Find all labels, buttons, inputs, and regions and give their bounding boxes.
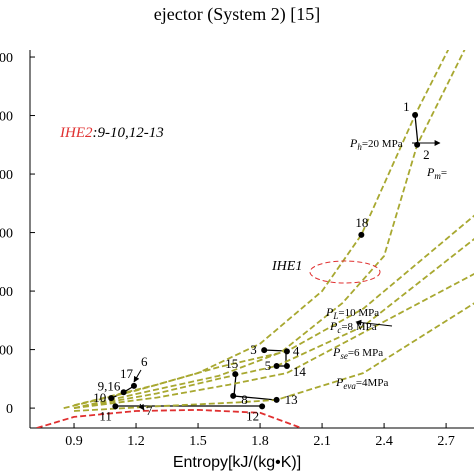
x-axis-label: Entropy[kJ/(kg•K)] (173, 454, 301, 471)
point-label: 14 (293, 364, 307, 379)
chart-title: ejector (System 2) [15] (154, 4, 320, 25)
y-tick-label: 200 (0, 285, 13, 300)
label-rest: =6 MPa (348, 347, 383, 359)
y-tick-label: 300 (0, 227, 13, 242)
state-point (232, 371, 239, 378)
label-p: P (332, 345, 341, 359)
point-label: 4 (293, 343, 300, 358)
isobar (73, 273, 474, 409)
state-point (273, 396, 280, 403)
label-p: P (329, 319, 338, 333)
x-tick-label: 2.1 (313, 434, 331, 449)
y-tick-label: 600 (0, 51, 13, 66)
y-tick-label: 400 (0, 168, 13, 183)
ihe2-note: IHE2:9-10,12-13 (59, 125, 164, 141)
state-point (120, 389, 127, 396)
y-tick-label: 0 (6, 402, 13, 417)
state-point (358, 231, 365, 238)
state-point (283, 348, 290, 355)
state-point (130, 382, 137, 389)
point-label: 2 (423, 147, 430, 162)
label-sub: se (340, 351, 348, 361)
label-sub: h (357, 142, 362, 152)
point-label: 12 (246, 408, 259, 423)
point-label: 13 (285, 392, 298, 407)
point-label: 3 (250, 342, 257, 357)
label-p: P (335, 375, 344, 389)
label-sub: eva (343, 381, 356, 391)
ihe2-text: :9-10,12-13 (93, 125, 164, 141)
isobar (73, 238, 474, 409)
state-point (261, 347, 268, 354)
label-p: P (325, 305, 334, 319)
isobar (36, 408, 302, 428)
arrow (355, 319, 393, 327)
point-label: 11 (99, 408, 112, 423)
x-tick-label: 0.9 (65, 434, 83, 449)
label-rest: =10 MPa (338, 307, 379, 319)
ihe2-name: IHE2 (59, 125, 93, 141)
point-label: 15 (225, 356, 238, 371)
label-rest: =8 MPa (341, 321, 376, 333)
point-label: 7 (146, 403, 153, 418)
label-sub: c (337, 325, 341, 335)
point-label: 18 (355, 215, 368, 230)
arrow (133, 369, 142, 383)
x-tick-label: 1.2 (127, 434, 145, 449)
point-label: 6 (141, 354, 148, 369)
curves (36, 50, 474, 428)
point-label: 17 (120, 366, 134, 381)
point-label: 10 (93, 390, 106, 405)
isobar-label: Peva=4MPa (335, 375, 388, 391)
isobar (73, 50, 466, 409)
x-tick-label: 1.5 (189, 434, 207, 449)
x-tick-label: 1.8 (251, 434, 269, 449)
isobar (73, 302, 474, 412)
isobar-label: Pse=6 MPa (332, 345, 383, 361)
state-point (273, 362, 280, 369)
arrow (138, 403, 145, 411)
point-label: 1 (403, 99, 410, 114)
point-label: 9,16 (98, 378, 121, 393)
x-tick-label: 2.4 (375, 434, 393, 449)
isobar-label: Pm= (426, 165, 447, 181)
state-point (230, 392, 237, 399)
state-point (283, 362, 290, 369)
label-rest: =4MPa (356, 377, 389, 389)
label-sub: m (434, 171, 441, 181)
state-point (412, 111, 419, 118)
label-p: P (426, 165, 435, 179)
ihe1-note: IHE1 (271, 259, 302, 274)
label-rest: = (441, 167, 447, 179)
point-label: 5 (265, 358, 272, 373)
label-sub: L (332, 311, 338, 321)
isobar-label: PL=10 MPa (325, 305, 379, 321)
ihe1-ellipse (309, 260, 381, 284)
state-point (112, 403, 119, 410)
label-p: P (349, 136, 358, 150)
isobar-label: Ph=20 MPa (349, 136, 403, 152)
state-point (414, 141, 421, 148)
label-rest: =20 MPa (362, 138, 403, 150)
isobar (73, 214, 474, 407)
y-tick-label: 500 (0, 110, 13, 125)
point-label: 8 (241, 392, 248, 407)
state-point (108, 395, 115, 402)
state-point (259, 403, 266, 410)
y-tick-label: 100 (0, 344, 13, 359)
x-tick-label: 2.7 (437, 434, 455, 449)
isobar-label: Pc=8 MPa (329, 319, 377, 335)
